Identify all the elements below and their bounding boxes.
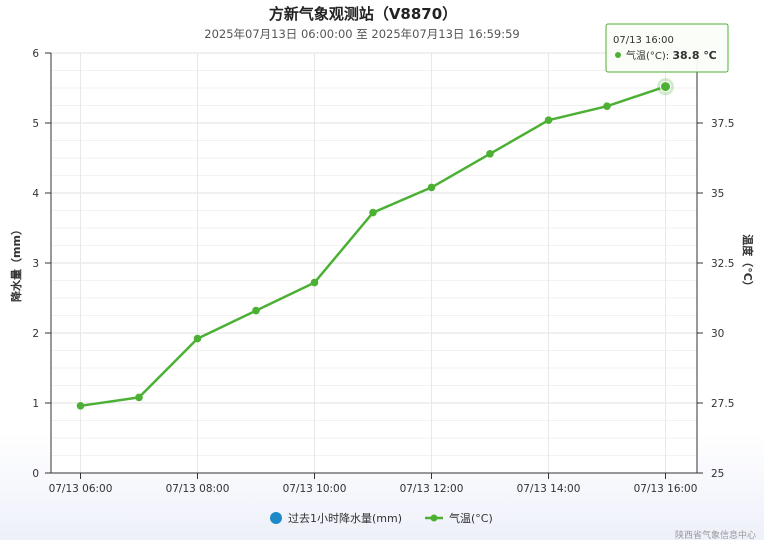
legend-label-temperature: 气温(°C) <box>449 511 493 525</box>
credit: 陕西省气象信息中心 <box>675 529 756 540</box>
x-tick-label: 07/13 08:00 <box>166 483 230 495</box>
temperature-series[interactable] <box>76 78 674 410</box>
tooltip-line: 气温(°C): 38.8 ℃ <box>626 49 717 62</box>
tooltip-series-marker <box>615 52 621 58</box>
temperature-point[interactable] <box>310 278 319 287</box>
x-tick-label: 07/13 12:00 <box>400 483 464 495</box>
y-right-tick-label: 30 <box>711 328 724 340</box>
x-tick-label: 07/13 10:00 <box>283 483 347 495</box>
tooltip-series-label: 气温(°C): <box>626 49 672 62</box>
precipitation-legend-marker <box>270 512 282 524</box>
y-left-tick-label: 3 <box>32 258 39 270</box>
temperature-point[interactable] <box>193 334 202 343</box>
y-left-tick-label: 1 <box>32 398 39 410</box>
tooltip-box <box>605 23 729 73</box>
temperature-point[interactable] <box>369 208 377 217</box>
temperature-point[interactable] <box>135 393 143 402</box>
tooltip: 07/13 16:00 气温(°C): 38.8 ℃ <box>605 23 729 73</box>
chart-subtitle: 2025年07月13日 06:00:00 至 2025年07月13日 16:59… <box>204 27 520 41</box>
temperature-point[interactable] <box>486 150 494 158</box>
x-tick-label: 07/13 16:00 <box>634 483 698 495</box>
temperature-point-highlighted[interactable] <box>660 81 671 93</box>
temperature-point[interactable] <box>427 183 436 192</box>
y-left-tick-label: 6 <box>32 48 39 60</box>
y-left-tick-label: 2 <box>32 328 39 340</box>
temperature-point[interactable] <box>252 306 260 315</box>
temperature-point[interactable] <box>76 402 85 410</box>
temperature-point[interactable] <box>603 102 611 110</box>
y-left-tick-label: 4 <box>32 188 39 200</box>
y-right-tick-label: 27.5 <box>711 398 734 410</box>
x-tick-label: 07/13 06:00 <box>49 483 113 495</box>
legend-item-precipitation[interactable]: 过去1小时降水量(mm) <box>270 511 402 525</box>
legend: 过去1小时降水量(mm) 气温(°C) <box>270 511 493 525</box>
axes: 0 1 2 3 4 5 6 25 27.5 30 32.5 35 37.5 07/13 06:00 07/1… <box>32 48 734 495</box>
grid <box>51 52 697 474</box>
tooltip-time: 07/13 16:00 <box>613 35 674 46</box>
tooltip-value: 38.8 ℃ <box>672 49 716 62</box>
y-right-tick-label: 37.5 <box>711 118 734 130</box>
y-left-tick-label: 0 <box>32 468 39 480</box>
temperature-point[interactable] <box>544 116 553 124</box>
y-right-tick-label: 32.5 <box>711 258 734 270</box>
legend-item-temperature[interactable]: 气温(°C) <box>425 511 493 525</box>
y-left-axis-title: 降水量（mm） <box>9 224 23 302</box>
y-right-axis-title: 温度（°C） <box>741 234 755 292</box>
legend-label-precipitation: 过去1小时降水量(mm) <box>288 511 402 525</box>
x-tick-label: 07/13 14:00 <box>517 483 581 495</box>
y-right-tick-label: 25 <box>711 468 724 480</box>
temperature-legend-marker <box>430 514 438 522</box>
y-left-tick-label: 5 <box>32 118 39 130</box>
chart-title: 方新气象观测站（V8870） <box>269 5 457 23</box>
y-right-tick-label: 35 <box>711 188 724 200</box>
